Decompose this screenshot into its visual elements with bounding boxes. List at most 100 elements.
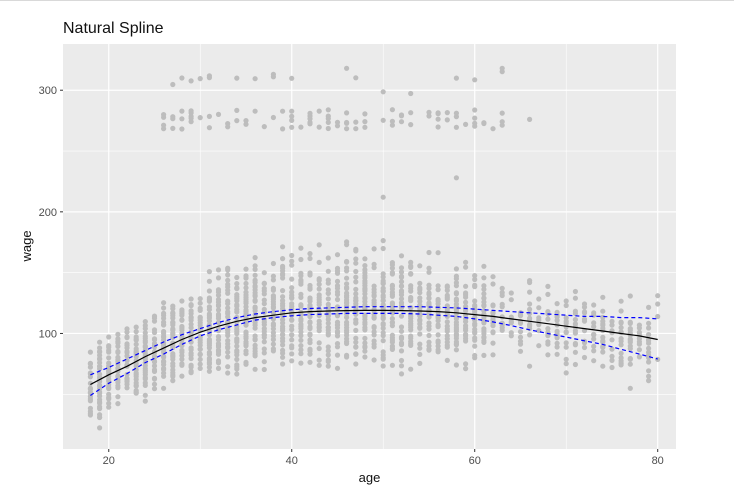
data-point — [261, 270, 267, 276]
data-point — [188, 296, 194, 302]
data-point — [389, 301, 395, 308]
data-point — [252, 272, 258, 278]
data-point — [563, 344, 569, 350]
data-point — [609, 364, 615, 371]
data-point — [87, 410, 93, 417]
data-point — [197, 361, 203, 367]
data-point — [243, 299, 249, 305]
data-point — [215, 365, 222, 371]
data-point — [133, 390, 139, 396]
data-point — [298, 321, 304, 327]
data-point — [426, 290, 432, 296]
data-point — [499, 301, 505, 307]
data-point — [572, 317, 579, 323]
data-point — [161, 315, 167, 321]
data-point — [188, 303, 194, 309]
data-point — [307, 255, 313, 262]
data-point — [472, 302, 478, 308]
data-point — [353, 268, 359, 275]
data-point — [572, 330, 579, 336]
data-point — [280, 263, 286, 269]
data-point — [389, 362, 395, 368]
data-point — [188, 370, 194, 376]
data-point — [325, 255, 331, 261]
data-point — [426, 295, 432, 301]
data-point — [490, 303, 496, 309]
data-point — [334, 296, 341, 303]
data-point — [344, 126, 350, 132]
data-point — [215, 315, 222, 321]
data-point — [270, 301, 276, 307]
data-point — [124, 341, 130, 347]
data-point — [527, 363, 533, 369]
data-point — [353, 256, 359, 262]
data-point — [417, 331, 423, 337]
upper-confidence-band — [90, 306, 658, 376]
data-point — [161, 385, 167, 391]
data-point — [215, 111, 222, 117]
data-point — [572, 349, 579, 355]
data-point — [115, 357, 121, 363]
data-point — [581, 309, 588, 315]
data-point — [655, 356, 661, 362]
data-point — [161, 337, 167, 343]
data-point — [115, 374, 121, 380]
data-point — [234, 328, 240, 334]
data-point — [545, 283, 551, 289]
data-point — [133, 376, 139, 382]
data-point — [225, 341, 231, 347]
data-point — [316, 276, 322, 282]
data-point — [316, 345, 322, 352]
data-point — [463, 264, 469, 270]
data-point — [234, 286, 240, 292]
data-point — [472, 107, 478, 113]
data-point — [362, 343, 368, 350]
data-point — [325, 327, 331, 333]
data-point — [472, 321, 478, 327]
data-point — [398, 371, 405, 377]
data-point — [408, 263, 414, 269]
data-point — [316, 124, 322, 130]
data-point — [527, 116, 533, 122]
data-point — [170, 373, 176, 380]
data-point — [289, 323, 295, 329]
data-point — [398, 112, 405, 118]
data-point — [426, 314, 432, 320]
data-point — [170, 319, 176, 325]
data-point — [270, 114, 276, 121]
data-point — [316, 302, 322, 308]
data-point — [353, 295, 359, 301]
data-point — [472, 276, 478, 283]
data-point — [371, 329, 377, 335]
data-point — [353, 126, 359, 132]
data-point — [252, 279, 258, 285]
data-point — [389, 316, 395, 322]
data-point — [261, 350, 267, 356]
data-point — [600, 318, 606, 324]
data-point — [417, 263, 423, 269]
plot-panel — [63, 44, 676, 449]
data-point — [325, 363, 331, 369]
data-point — [325, 107, 331, 113]
data-point — [206, 125, 212, 131]
data-point — [298, 343, 304, 349]
data-point — [581, 344, 588, 351]
data-point — [298, 347, 304, 353]
data-point — [133, 334, 139, 340]
data-point — [398, 342, 405, 348]
x-axis-label: age — [359, 470, 381, 485]
data-point — [398, 283, 405, 289]
data-point — [334, 265, 341, 271]
data-point — [353, 361, 359, 367]
data-point — [380, 311, 386, 318]
data-point — [252, 297, 258, 303]
data-point — [398, 292, 405, 298]
data-point — [646, 332, 652, 338]
data-point — [179, 116, 185, 122]
data-point — [334, 365, 341, 371]
data-point — [298, 337, 304, 343]
data-point — [188, 364, 194, 370]
data-point — [124, 385, 130, 391]
data-point — [215, 337, 222, 343]
data-point — [142, 374, 148, 381]
